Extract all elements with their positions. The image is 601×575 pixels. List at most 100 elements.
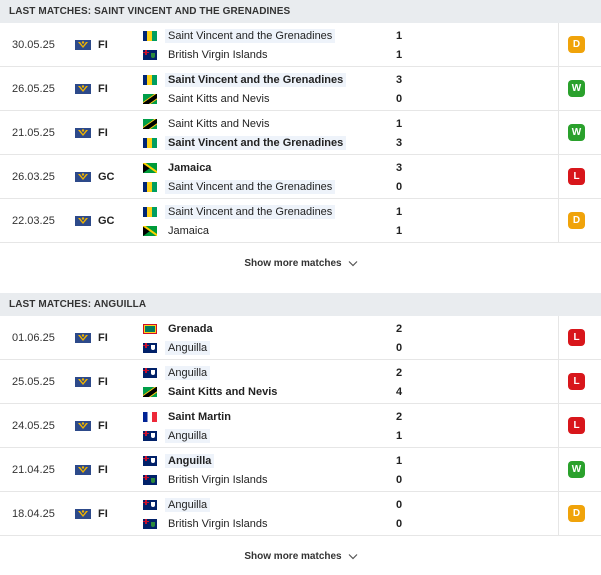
home-team-name[interactable]: Saint Kitts and Nevis — [168, 118, 270, 130]
flag-jam-icon — [143, 226, 157, 236]
flag-svg-icon — [143, 182, 157, 192]
flag-ang-icon — [143, 343, 157, 353]
chevron-down-icon[interactable] — [348, 552, 358, 561]
away-team[interactable]: Saint Kitts and Nevis — [143, 91, 273, 107]
home-team-name[interactable]: Anguilla — [165, 498, 211, 512]
away-team[interactable]: British Virgin Islands — [143, 47, 270, 63]
show-more-button[interactable]: Show more matches — [0, 243, 601, 283]
row-divider — [558, 111, 559, 155]
match-row[interactable]: 01.06.25 FI Grenada 2 Anguilla 0 L — [0, 316, 601, 360]
row-divider — [558, 316, 559, 360]
flag-grn-icon — [143, 324, 157, 334]
away-team[interactable]: Saint Vincent and the Grenadines — [143, 135, 347, 151]
competition-flag-icon — [75, 215, 91, 226]
match-row[interactable]: 24.05.25 FI Saint Martin 2 Anguilla 1 L — [0, 404, 601, 448]
section-gap — [0, 283, 601, 293]
union-jack-canton-icon — [143, 456, 149, 461]
flag-ang-icon — [143, 431, 157, 441]
away-team-name[interactable]: Anguilla — [165, 341, 211, 355]
away-team[interactable]: Anguilla — [143, 428, 211, 444]
match-row[interactable]: 18.04.25 FI Anguilla 0 British Virgin Island… — [0, 492, 601, 536]
row-divider — [558, 67, 559, 111]
away-team-name[interactable]: Saint Vincent and the Grenadines — [165, 180, 336, 194]
match-date: 30.05.25 — [12, 38, 55, 51]
away-team-name[interactable]: British Virgin Islands — [168, 518, 268, 530]
flag-svg-icon — [143, 138, 157, 148]
away-team[interactable]: British Virgin Islands — [143, 472, 270, 488]
away-team[interactable]: Anguilla — [143, 340, 211, 356]
home-team[interactable]: Grenada — [143, 321, 216, 337]
match-date: 26.03.25 — [12, 170, 55, 183]
flag-svg-icon — [143, 75, 157, 85]
away-team[interactable]: Saint Kitts and Nevis — [143, 384, 280, 400]
away-team-name[interactable]: Saint Kitts and Nevis — [168, 93, 270, 105]
result-badge: W — [568, 80, 585, 97]
away-team-name[interactable]: Saint Vincent and the Grenadines — [165, 136, 347, 150]
away-score: 3 — [395, 137, 403, 149]
home-team[interactable]: Anguilla — [143, 453, 215, 469]
union-jack-canton-icon — [143, 343, 149, 348]
away-score: 0 — [395, 181, 403, 193]
competition-name: FI — [98, 82, 108, 95]
match-row[interactable]: 26.05.25 FI Saint Vincent and the Grenadin… — [0, 67, 601, 111]
home-team[interactable]: Jamaica — [143, 160, 214, 176]
home-team-name[interactable]: Anguilla — [165, 366, 211, 380]
row-divider — [558, 404, 559, 448]
home-team-name[interactable]: Jamaica — [168, 162, 212, 174]
result-badge: L — [568, 417, 585, 434]
row-divider — [558, 23, 559, 67]
away-team-name[interactable]: British Virgin Islands — [168, 474, 268, 486]
away-team[interactable]: Saint Vincent and the Grenadines — [143, 179, 336, 195]
flag-skn-icon — [143, 387, 157, 397]
home-team[interactable]: Saint Vincent and the Grenadines — [143, 72, 347, 88]
home-team[interactable]: Saint Vincent and the Grenadines — [143, 204, 336, 220]
match-row[interactable]: 26.03.25 GC Jamaica 3 Saint Vincent and the … — [0, 155, 601, 199]
home-team[interactable]: Saint Vincent and the Grenadines — [143, 28, 336, 44]
match-date: 22.03.25 — [12, 214, 55, 227]
away-score: 1 — [395, 225, 403, 237]
show-more-button[interactable]: Show more matches — [0, 536, 601, 575]
union-jack-canton-icon — [143, 50, 149, 55]
away-team-name[interactable]: Anguilla — [165, 429, 211, 443]
competition-flag-icon — [75, 376, 91, 387]
home-team[interactable]: Saint Kitts and Nevis — [143, 116, 273, 132]
chevron-down-icon[interactable] — [348, 259, 358, 268]
show-more-label[interactable]: Show more matches — [244, 550, 342, 562]
home-score: 1 — [395, 30, 403, 42]
match-row[interactable]: 22.03.25 GC Saint Vincent and the Grenadin… — [0, 199, 601, 243]
home-team[interactable]: Anguilla — [143, 365, 211, 381]
competition-flag-icon — [75, 171, 91, 182]
home-team-name[interactable]: Saint Martin — [168, 411, 231, 423]
match-date: 26.05.25 — [12, 82, 55, 95]
match-date: 18.04.25 — [12, 507, 55, 520]
away-team[interactable]: British Virgin Islands — [143, 516, 270, 532]
home-team-name[interactable]: Saint Vincent and the Grenadines — [165, 29, 336, 43]
competition-name: FI — [98, 463, 108, 476]
away-team[interactable]: Jamaica — [143, 223, 212, 239]
away-score: 1 — [395, 49, 403, 61]
away-team-name[interactable]: Saint Kitts and Nevis — [168, 386, 278, 398]
flag-jam-icon — [143, 163, 157, 173]
home-team[interactable]: Anguilla — [143, 497, 211, 513]
match-row[interactable]: 21.05.25 FI Saint Kitts and Nevis 1 Saint Vi… — [0, 111, 601, 155]
match-date: 21.05.25 — [12, 126, 55, 139]
match-row[interactable]: 25.05.25 FI Anguilla 2 Saint Kitts and Nevis… — [0, 360, 601, 404]
competition-flag-icon — [75, 332, 91, 343]
home-team-name[interactable]: Saint Vincent and the Grenadines — [165, 205, 336, 219]
competition-name: FI — [98, 126, 108, 139]
flag-bvi-icon — [143, 519, 157, 529]
show-more-label[interactable]: Show more matches — [244, 257, 342, 269]
home-team-name[interactable]: Saint Vincent and the Grenadines — [165, 73, 347, 87]
home-team[interactable]: Saint Martin — [143, 409, 234, 425]
match-row[interactable]: 21.04.25 FI Anguilla 1 British Virgin Island… — [0, 448, 601, 492]
match-date: 24.05.25 — [12, 419, 55, 432]
away-team-name[interactable]: British Virgin Islands — [168, 49, 268, 61]
away-team-name[interactable]: Jamaica — [168, 225, 209, 237]
away-score: 0 — [395, 518, 403, 530]
match-row[interactable]: 30.05.25 FI Saint Vincent and the Grenadin… — [0, 23, 601, 67]
flag-ang-icon — [143, 456, 157, 466]
home-score: 2 — [395, 367, 403, 379]
home-team-name[interactable]: Grenada — [168, 323, 213, 335]
section-header: LAST MATCHES: ANGUILLA — [0, 293, 601, 316]
home-team-name[interactable]: Anguilla — [165, 454, 215, 468]
